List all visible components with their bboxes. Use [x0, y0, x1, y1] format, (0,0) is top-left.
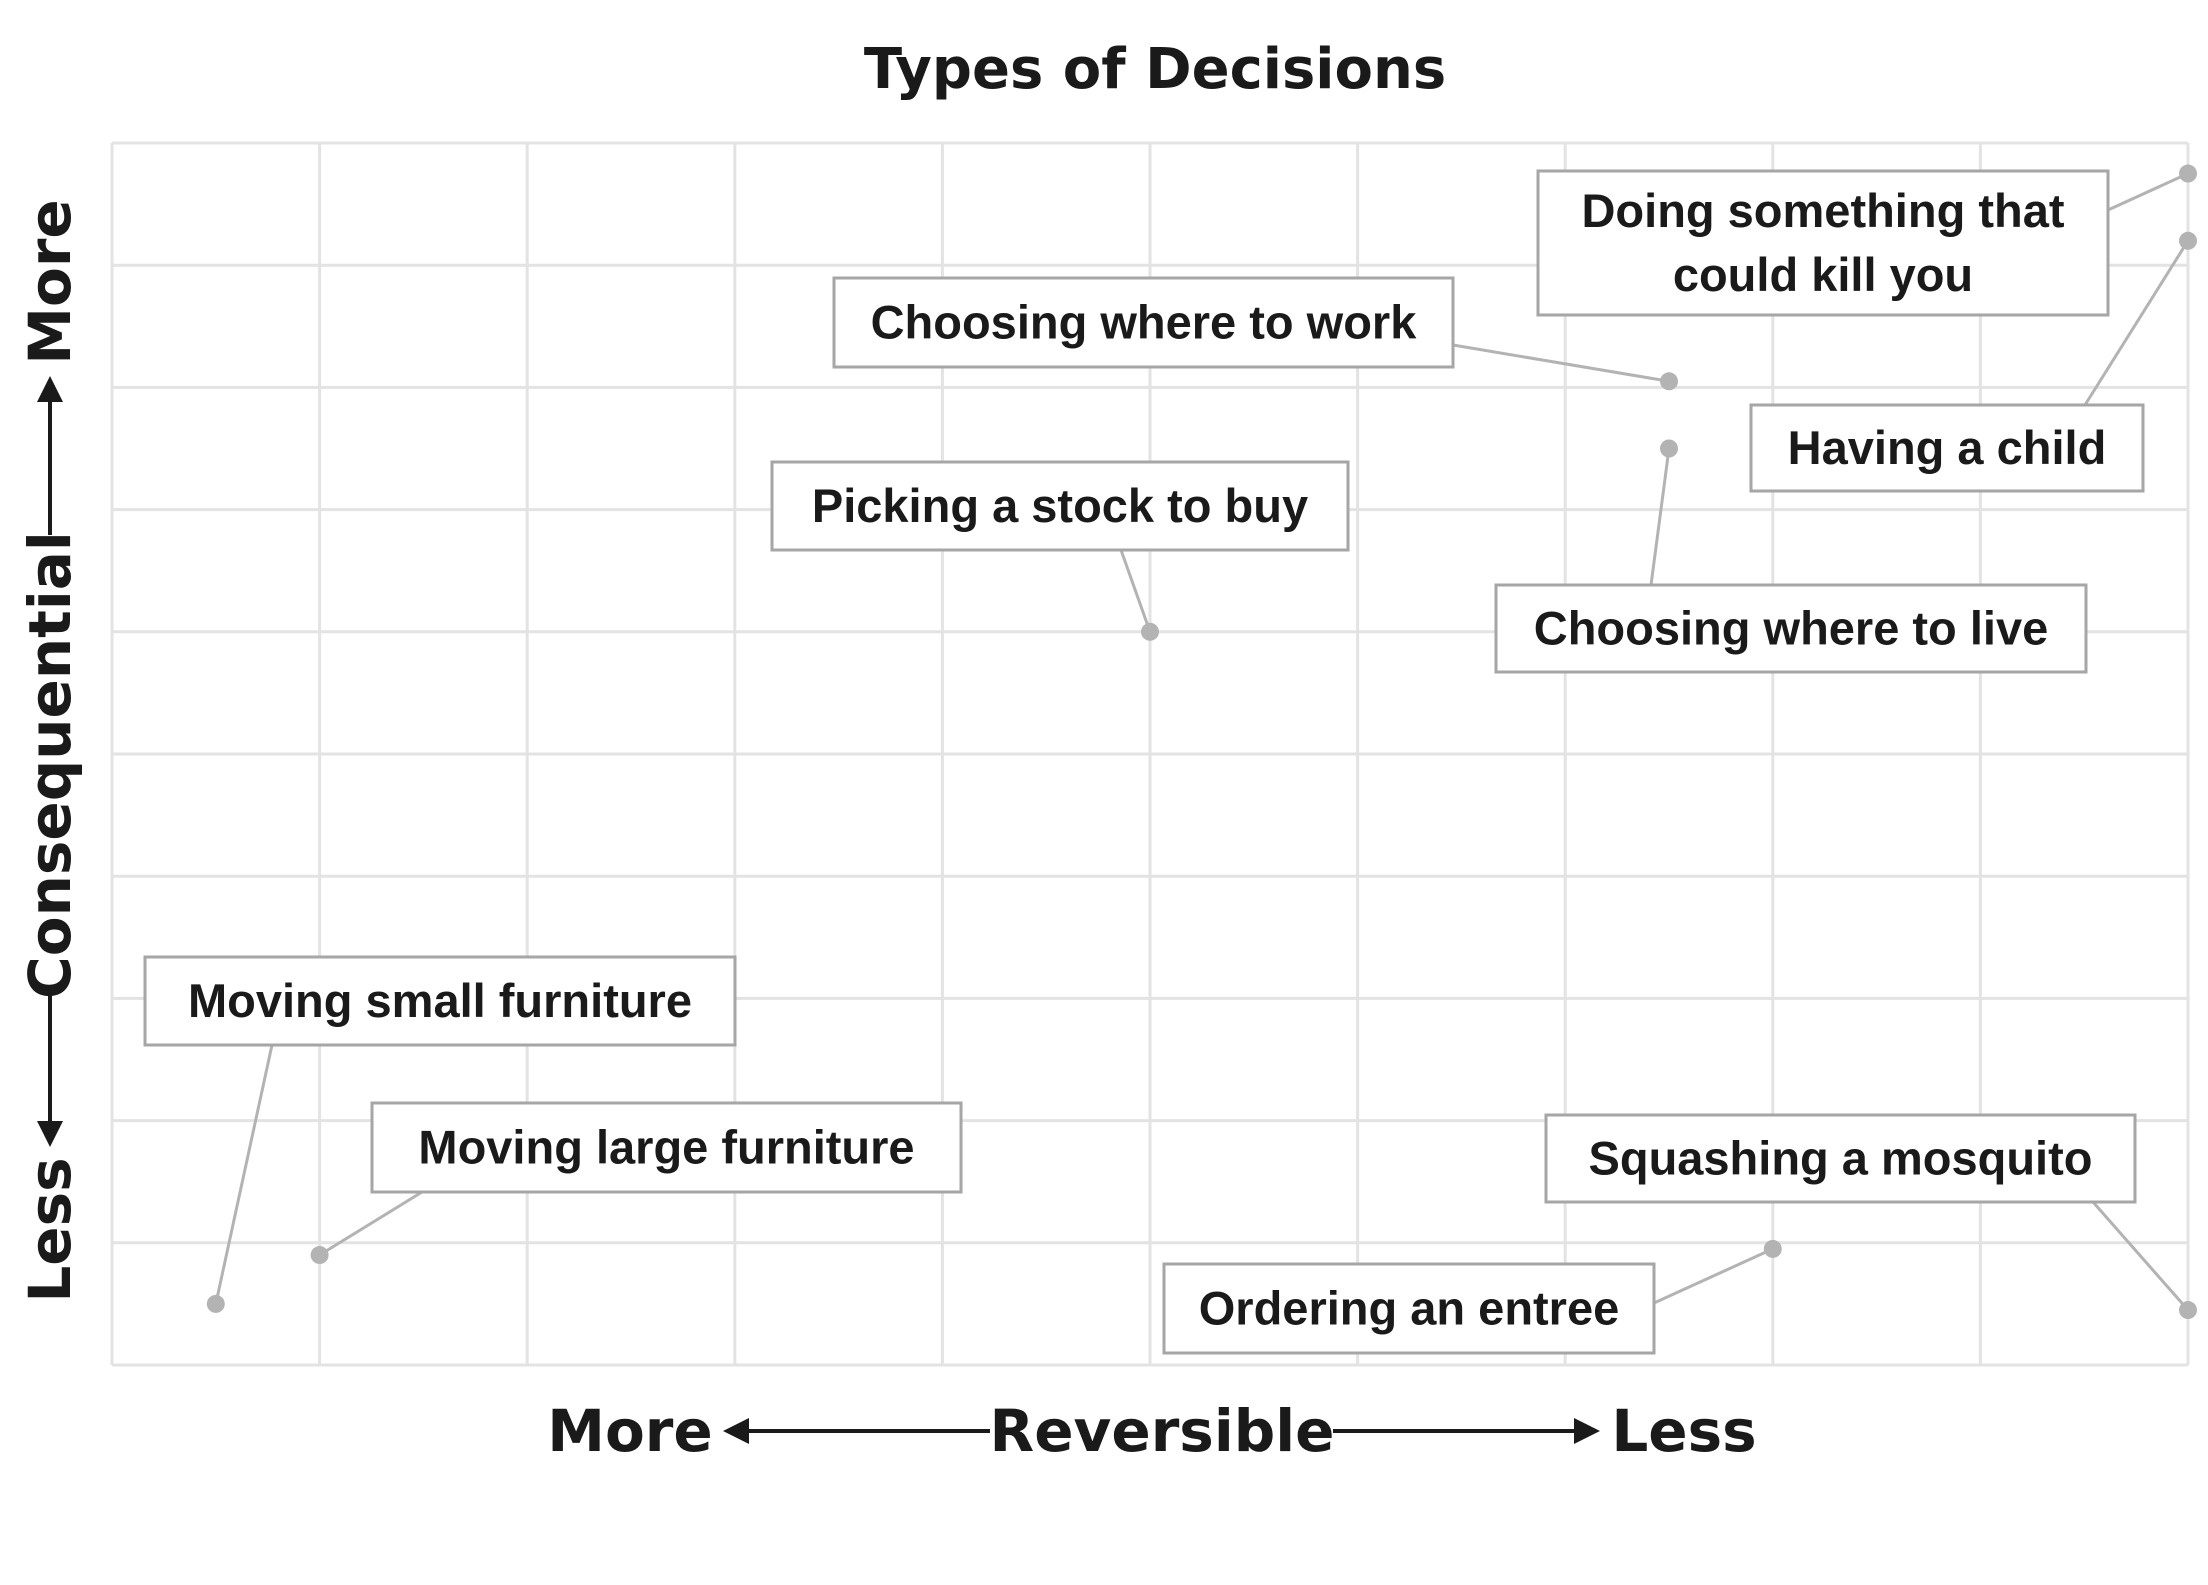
data-point: [206, 1294, 225, 1313]
y-axis-label: Consequential: [16, 531, 84, 999]
label-box: [143, 955, 737, 1047]
point-label: Doing something that could kill you: [1536, 169, 2110, 317]
point-label-text: Having a child: [1788, 421, 2107, 474]
leader-line: [1649, 448, 1671, 586]
data-point: [310, 1246, 329, 1265]
y-axis-top-end: More: [16, 199, 84, 365]
point-label-text: Choosing where to live: [1534, 602, 2048, 655]
x-axis-label: Reversible: [990, 1397, 1335, 1465]
x-axis-title: More Reversible Less: [547, 1397, 1756, 1465]
point-label-text: Doing something that: [1581, 184, 2064, 237]
label-box: [770, 460, 1350, 552]
leader-line: [1119, 549, 1152, 633]
data-point: [1763, 1239, 1782, 1258]
y-axis-title: Less Consequential More: [16, 199, 84, 1302]
label-box: [1162, 1262, 1656, 1355]
data-points: [206, 164, 2197, 1320]
leader-line: [318, 1190, 423, 1257]
data-point: [2179, 1301, 2197, 1320]
point-label-text: Ordering an entree: [1199, 1282, 1620, 1335]
data-point: [1660, 439, 1678, 458]
point-label: Moving small furniture: [143, 955, 737, 1047]
point-label: Picking a stock to buy: [770, 460, 1350, 552]
y-axis-bottom-end: Less: [16, 1157, 84, 1302]
x-axis-left-arrowhead: [723, 1418, 749, 1444]
point-label: Choosing where to work: [832, 276, 1455, 369]
point-label: Moving large furniture: [370, 1101, 963, 1194]
label-box: [1749, 403, 2145, 493]
leader-line: [214, 1044, 274, 1305]
leader-line: [1653, 1247, 1774, 1305]
point-label-text: Choosing where to work: [871, 296, 1418, 349]
data-point: [1141, 622, 1159, 641]
y-axis-top-arrowhead: [37, 376, 63, 402]
chart-title: Types of Decisions: [864, 37, 1446, 102]
point-label-text: could kill you: [1673, 248, 1973, 301]
x-axis-right-end: Less: [1611, 1397, 1756, 1465]
point-label-text: Squashing a mosquito: [1589, 1132, 2093, 1185]
point-labels: Doing something that could kill you Having…: [143, 169, 2145, 1355]
label-box: [1536, 169, 2110, 317]
data-point: [2179, 231, 2197, 250]
leader-line: [1452, 343, 1670, 383]
leader-lines: [214, 172, 2190, 1312]
label-box: [1494, 583, 2088, 674]
y-axis-bottom-arrowhead: [37, 1121, 63, 1147]
label-box: [1544, 1113, 2137, 1204]
point-label: Choosing where to live: [1494, 583, 2088, 674]
label-box: [370, 1101, 963, 1194]
leader-line: [2091, 1201, 2190, 1312]
point-label: Having a child: [1749, 403, 2145, 493]
data-point: [2179, 164, 2197, 183]
label-box: [832, 276, 1455, 369]
leader-line: [2107, 172, 2189, 212]
data-point: [1660, 372, 1678, 391]
leader-line: [2083, 239, 2190, 406]
x-axis-left-end: More: [547, 1397, 713, 1465]
point-label-text: Moving large furniture: [418, 1121, 914, 1174]
point-label: Squashing a mosquito: [1544, 1113, 2137, 1204]
x-axis-right-arrowhead: [1574, 1418, 1600, 1444]
point-label-text: Picking a stock to buy: [812, 479, 1308, 532]
point-label: Ordering an entree: [1162, 1262, 1656, 1355]
point-label-text: Moving small furniture: [188, 974, 692, 1027]
